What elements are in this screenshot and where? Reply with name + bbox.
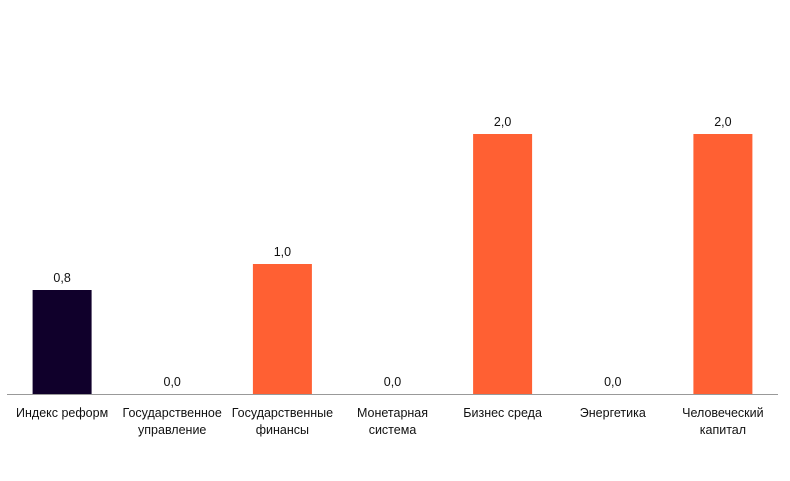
category-label-line: система bbox=[369, 423, 417, 437]
category-label-line: Человеческий bbox=[682, 406, 763, 420]
bars-group bbox=[32, 134, 753, 394]
bar-3 bbox=[252, 264, 312, 394]
category-label-3: Государственные финансы bbox=[232, 406, 333, 437]
value-label-1: 0,8 bbox=[53, 271, 70, 285]
bar-1 bbox=[32, 290, 92, 394]
value-labels-group: 0,8 0,0 1,0 0,0 2,0 0,0 2,0 bbox=[53, 115, 731, 389]
category-label-1: Индекс реформ bbox=[16, 406, 108, 420]
category-label-6: Энергетика bbox=[580, 406, 646, 420]
category-label-line: финансы bbox=[256, 423, 309, 437]
value-label-3: 1,0 bbox=[274, 245, 291, 259]
category-label-line: капитал bbox=[700, 423, 746, 437]
category-label-line: Индекс реформ bbox=[16, 406, 108, 420]
value-label-4: 0,0 bbox=[384, 375, 401, 389]
value-label-6: 0,0 bbox=[604, 375, 621, 389]
category-label-line: Энергетика bbox=[580, 406, 646, 420]
bar-5 bbox=[473, 134, 533, 394]
category-label-line: Монетарная bbox=[357, 406, 428, 420]
value-label-5: 2,0 bbox=[494, 115, 511, 129]
bar-7 bbox=[693, 134, 753, 394]
category-label-line: управление bbox=[138, 423, 206, 437]
category-label-2: Государственное управление bbox=[123, 406, 222, 437]
value-label-7: 2,0 bbox=[714, 115, 731, 129]
category-label-5: Бизнес среда bbox=[463, 406, 542, 420]
category-label-line: Государственные bbox=[232, 406, 333, 420]
value-label-2: 0,0 bbox=[164, 375, 181, 389]
category-label-line: Государственное bbox=[123, 406, 222, 420]
category-label-4: Монетарная система bbox=[357, 406, 428, 437]
category-labels-group: Индекс реформ Государственное управлениеГо… bbox=[16, 406, 764, 437]
category-label-line: Бизнес среда bbox=[463, 406, 542, 420]
category-label-7: Человеческий капитал bbox=[682, 406, 763, 437]
